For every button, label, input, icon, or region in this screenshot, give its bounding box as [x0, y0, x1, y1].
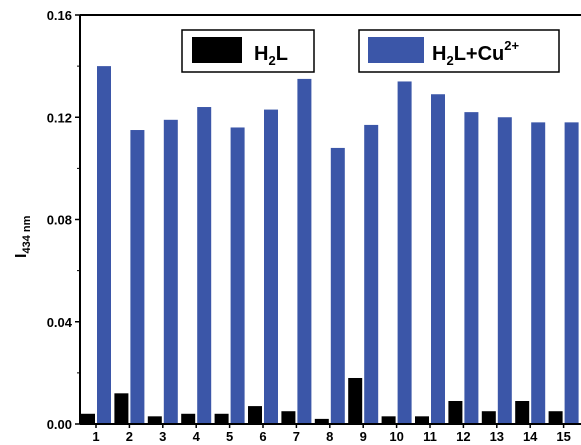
y-tick-label: 0.12: [47, 110, 72, 125]
x-tick-label: 6: [259, 429, 266, 444]
x-tick-label: 9: [360, 429, 367, 444]
x-tick-label: 2: [126, 429, 133, 444]
x-tick-label: 5: [226, 429, 233, 444]
bar-h2l-cu-13: [497, 117, 512, 424]
x-tick-label: 15: [556, 429, 570, 444]
x-tick-label: 11: [423, 429, 437, 444]
bar-h2l-cu-1: [97, 66, 111, 424]
x-tick-label: 4: [193, 429, 201, 444]
bar-h2l-7: [281, 411, 296, 424]
legend-swatch-h2l: [192, 37, 242, 63]
y-tick-label: 0.08: [47, 213, 72, 228]
bar-h2l-5: [214, 413, 229, 424]
bar-h2l-12: [448, 400, 463, 424]
bar-h2l-cu-7: [297, 78, 312, 424]
bar-h2l-10: [381, 416, 396, 424]
bar-h2l-15: [548, 411, 563, 424]
y-axis-title: I434 nm: [13, 215, 33, 258]
bar-h2l-cu-5: [230, 127, 245, 424]
bar-h2l-9: [348, 377, 363, 424]
y-tick-label: 0.16: [47, 8, 72, 23]
bar-h2l-4: [181, 413, 196, 424]
bar-h2l-cu-4: [197, 107, 212, 425]
legend-swatch-h2l-cu: [368, 37, 424, 63]
x-tick-label: 14: [523, 429, 538, 444]
x-tick-label: 13: [490, 429, 504, 444]
legend-label-h2l-cu: H2L+Cu2+: [432, 38, 519, 68]
x-tick-label: 10: [389, 429, 403, 444]
x-tick-label: 12: [456, 429, 470, 444]
x-tick-label: 1: [92, 429, 99, 444]
bar-h2l-2: [114, 393, 129, 424]
axes: 0.000.040.080.120.161 2 3 4 5 6 7 8 9 10 11 12 13 14 1…: [47, 8, 581, 444]
bar-h2l-cu-2: [130, 130, 145, 424]
bar-h2l-cu-6: [264, 109, 278, 425]
bar-h2l-cu-15: [564, 122, 579, 425]
bar-h2l-3: [147, 416, 162, 424]
bar-h2l-cu-12: [464, 112, 479, 424]
bar-h2l-cu-14: [531, 122, 546, 425]
legend-h2l: H2L: [181, 29, 315, 73]
plot-area: [81, 66, 579, 425]
bar-h2l-1: [81, 413, 95, 424]
bar-h2l-cu-11: [431, 94, 445, 425]
y-tick-label: 0.04: [47, 315, 73, 330]
bar-h2l-8: [314, 418, 329, 424]
x-tick-label: 8: [326, 429, 333, 444]
x-tick-label: 7: [293, 429, 300, 444]
bar-h2l-6: [248, 406, 262, 424]
legend-h2l-cu: H2L+Cu2+: [358, 29, 560, 73]
bar-h2l-cu-9: [364, 124, 379, 424]
bar-h2l-cu-10: [397, 81, 412, 425]
legend-label-h2l: H2L: [254, 43, 288, 68]
bar-h2l-14: [515, 400, 530, 424]
bar-h2l-cu-3: [163, 119, 178, 425]
bar-h2l-11: [415, 416, 429, 424]
x-tick-label: 3: [159, 429, 166, 444]
bar-h2l-13: [481, 411, 496, 424]
y-tick-label: 0.00: [47, 417, 72, 432]
bar-h2l-cu-8: [330, 147, 345, 425]
